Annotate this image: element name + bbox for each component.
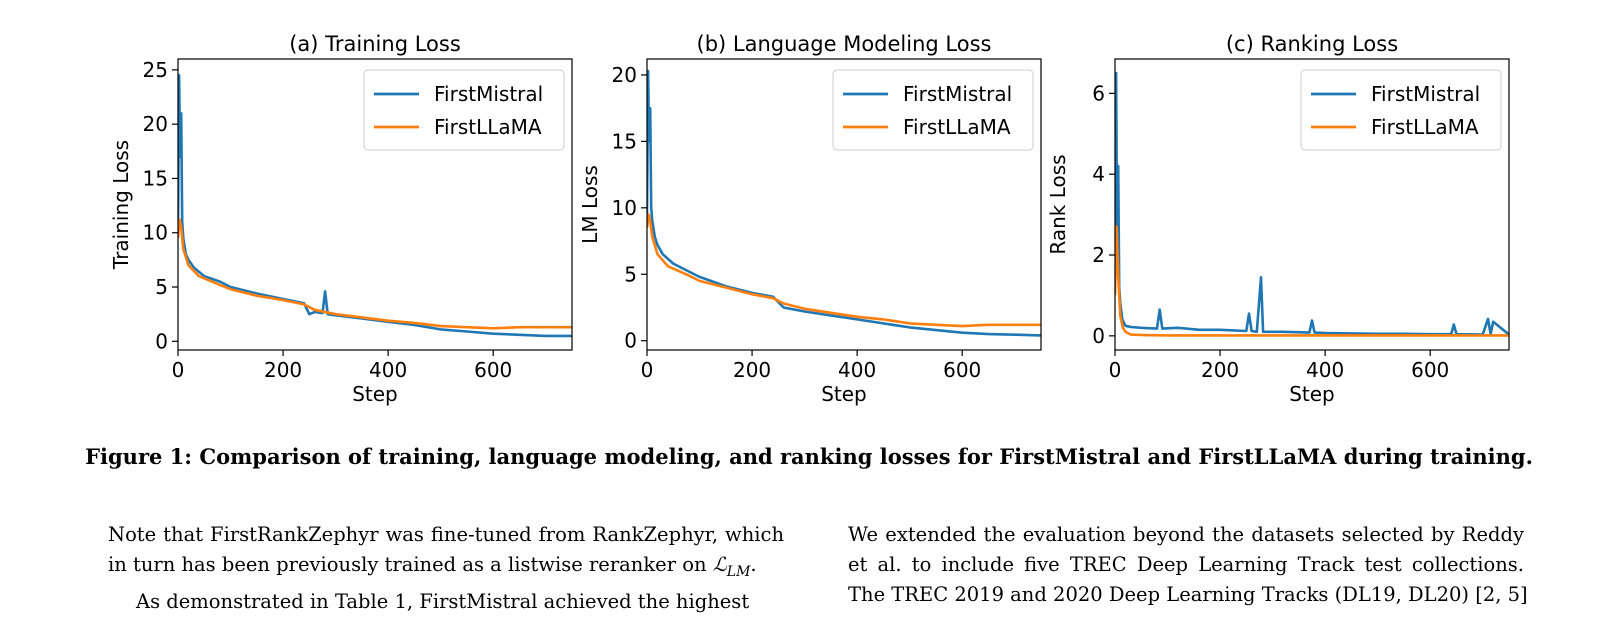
legend-label-firstmistral: FirstMistral: [434, 82, 543, 106]
legend-box: [363, 69, 565, 151]
legend-label-firstllama: FirstLLaMA: [1371, 115, 1479, 139]
math-loss-lm: ℒLM: [712, 553, 751, 580]
chart-panel-2: (b) Language Modeling Loss 0 200 400 600 0 5 10…: [578, 32, 1042, 406]
body-left-line-3: As demonstrated in Table 1, FirstMistral…: [136, 589, 750, 613]
x-tick-label: 0: [172, 358, 185, 382]
y-tick-label: 5: [155, 275, 168, 299]
body-column-left: Note that FirstRankZephyr was fine-tuned…: [108, 520, 784, 617]
chart-panel-1: (a) Training Loss 0 200 400 600 0 5 10 15 20 25 Ste…: [109, 32, 573, 406]
y-tick-label: 4: [1092, 162, 1105, 186]
chart-title: (a) Training Loss: [289, 32, 461, 56]
y-tick-label: 20: [612, 63, 637, 87]
body-column-right: We extended the evaluation beyond the da…: [848, 520, 1528, 610]
y-tick-label: 2: [1092, 243, 1105, 267]
x-tick-label: 200: [733, 358, 771, 382]
y-tick-label: 20: [143, 112, 168, 136]
legend-label-firstllama: FirstLLaMA: [903, 115, 1011, 139]
y-tick-label: 5: [624, 262, 637, 286]
body-left-line-1: Note that FirstRankZephyr was fine-tuned…: [108, 523, 784, 546]
plot-frame: [646, 58, 1042, 351]
body-right-line-1: We extended the evaluation beyond the da…: [848, 523, 1524, 546]
x-tick-label: 600: [943, 358, 981, 382]
legend-label-firstmistral: FirstMistral: [1371, 82, 1480, 106]
plot-frame: [1114, 58, 1510, 351]
y-tick-label: 0: [155, 329, 168, 353]
y-tick-label: 10: [143, 221, 168, 245]
legend-label-firstllama: FirstLLaMA: [434, 115, 542, 139]
x-tick-label: 400: [369, 358, 407, 382]
x-axis-label: Step: [821, 382, 867, 406]
plot-frame: [177, 58, 573, 351]
y-tick-label: 25: [143, 58, 168, 82]
series-line-firstmistral: [1115, 71, 1509, 336]
x-tick-label: 400: [1306, 358, 1344, 382]
figure-caption: Figure 1: Comparison of training, langua…: [85, 444, 1533, 469]
x-tick-label: 200: [1201, 358, 1239, 382]
y-tick-label: 15: [612, 129, 637, 153]
y-tick-label: 0: [624, 329, 637, 353]
y-tick-label: 10: [612, 196, 637, 220]
legend: FirstMistral FirstLLaMA: [1300, 69, 1502, 151]
series-line-firstllama: [647, 213, 1041, 328]
y-tick-label: 0: [1092, 324, 1105, 348]
y-axis-label: Rank Loss: [1046, 154, 1070, 254]
y-tick-label: 15: [143, 166, 168, 190]
x-tick-label: 600: [474, 358, 512, 382]
body-right-line-2: et al. to include five TREC Deep Learnin…: [848, 553, 1524, 576]
legend-label-firstmistral: FirstMistral: [903, 82, 1012, 106]
y-tick-label: 6: [1092, 81, 1105, 105]
body-left-line-2-end: .: [750, 553, 757, 576]
math-loss-symbol: ℒ: [712, 553, 727, 576]
x-tick-label: 0: [1109, 358, 1122, 382]
legend-box: [1300, 69, 1502, 151]
x-axis-label: Step: [352, 382, 398, 406]
math-loss-subscript: LM: [726, 563, 751, 580]
body-right-line-3: The TREC 2019 and 2020 Deep Learning Tra…: [848, 583, 1528, 606]
body-left-line-2: in turn has been previously trained as a…: [108, 550, 784, 587]
y-axis-label: LM Loss: [578, 165, 602, 244]
x-tick-label: 200: [264, 358, 302, 382]
body-left-line-2-text: in turn has been previously trained as a…: [108, 553, 707, 576]
x-tick-label: 0: [641, 358, 654, 382]
x-tick-label: 400: [838, 358, 876, 382]
chart-panel-3: (c) Ranking Loss 0 200 400 600 0 2 4 6 Step Rank L…: [1046, 32, 1510, 406]
y-axis-label: Training Loss: [109, 140, 133, 270]
legend-box: [832, 69, 1034, 151]
chart-title: (c) Ranking Loss: [1226, 32, 1398, 56]
x-axis-label: Step: [1289, 382, 1335, 406]
legend: FirstMistral FirstLLaMA: [363, 69, 565, 151]
series-line-firstllama: [178, 218, 572, 330]
x-tick-label: 600: [1411, 358, 1449, 382]
series-line-firstllama: [1115, 225, 1509, 337]
legend: FirstMistral FirstLLaMA: [832, 69, 1034, 151]
chart-title: (b) Language Modeling Loss: [697, 32, 992, 56]
